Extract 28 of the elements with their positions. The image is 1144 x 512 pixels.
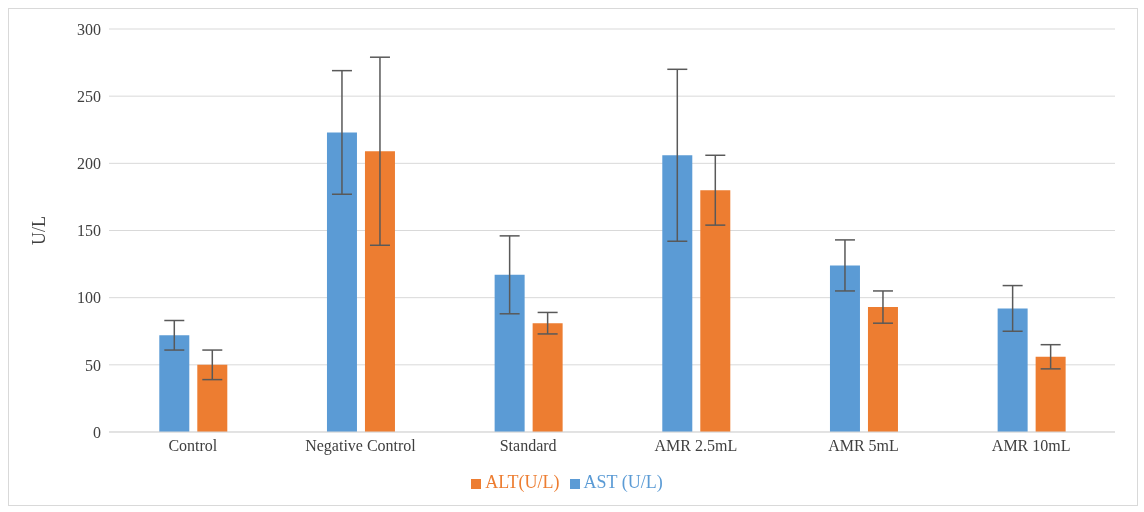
x-tick-label: AMR 10mL <box>991 437 1071 455</box>
bar <box>700 190 731 432</box>
bar <box>197 364 228 432</box>
x-tick-label: Negative Control <box>305 437 417 456</box>
legend-label: ALT(U/L) <box>485 472 560 492</box>
y-tick-label: 250 <box>77 87 101 105</box>
bar <box>159 335 190 432</box>
bar <box>1035 356 1066 432</box>
x-tick-label: Control <box>168 437 218 455</box>
bar <box>662 155 693 432</box>
y-tick-label: 0 <box>93 423 101 441</box>
bar <box>326 132 357 432</box>
y-tick-label: 100 <box>77 289 101 307</box>
y-tick-label: 300 <box>77 20 101 38</box>
y-axis-title: U/L <box>29 216 50 245</box>
y-tick-label: 200 <box>77 155 101 173</box>
x-tick-label: AMR 2.5mL <box>654 437 738 455</box>
bar <box>867 307 898 432</box>
x-tick-label: Standard <box>499 437 557 455</box>
y-tick-label: 50 <box>85 356 101 374</box>
y-tick-label: 150 <box>77 222 101 240</box>
legend-label: AST (U/L) <box>583 472 663 492</box>
bar <box>532 323 563 432</box>
bar <box>997 308 1028 432</box>
bar <box>829 265 860 432</box>
x-tick-label: AMR 5mL <box>828 437 899 455</box>
bar <box>494 274 525 432</box>
bar <box>364 151 395 432</box>
